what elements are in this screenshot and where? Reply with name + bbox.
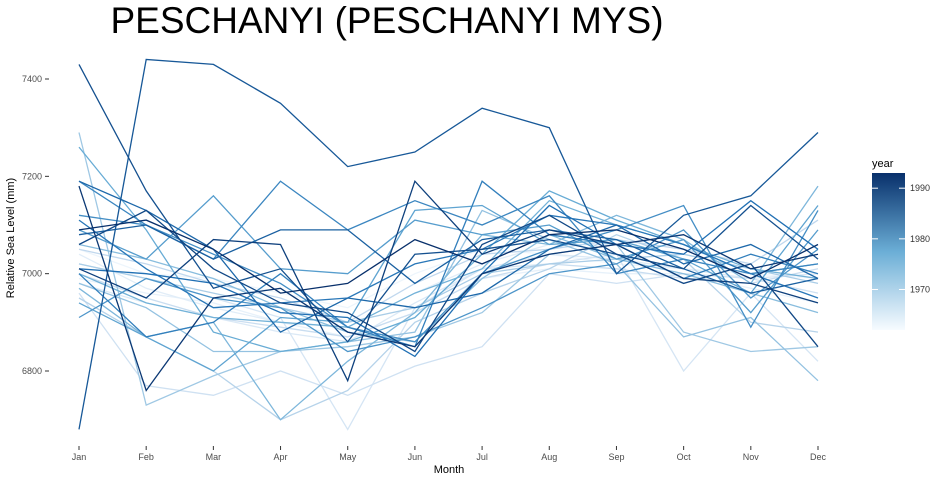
series-line-1983: [78, 180, 819, 348]
legend-tick-label: 1970: [910, 284, 930, 294]
x-tick-label: Aug: [541, 452, 557, 462]
x-tick-label: Jul: [476, 452, 488, 462]
series-line-1993: [78, 219, 819, 294]
x-tick-label: Mar: [206, 452, 222, 462]
x-tick-label: Jan: [72, 452, 87, 462]
series-line-1971: [78, 253, 819, 323]
legend-title: year: [872, 158, 894, 170]
series-line-1986: [78, 180, 819, 333]
series-line-1980: [78, 229, 819, 353]
plot-lines: [78, 58, 819, 431]
y-tick-label: 7200: [22, 171, 42, 181]
x-axis-label: Month: [434, 464, 465, 476]
x-tick-label: May: [339, 452, 357, 462]
y-axis-label: Relative Sea Level (mm): [5, 178, 17, 298]
legend-tick-label: 1980: [910, 234, 930, 244]
series-line-1975: [78, 185, 819, 421]
x-tick-label: Sep: [608, 452, 624, 462]
series-line-1967: [78, 273, 819, 396]
y-tick-label: 7400: [22, 74, 42, 84]
series-line-1992: [78, 185, 819, 392]
y-tick-label: 6800: [22, 366, 42, 376]
series-line-1990: [78, 209, 819, 353]
legend-ticks: 1970 1980 1990: [872, 183, 930, 294]
series-line-1978: [78, 204, 819, 372]
y-tick-label: 7000: [22, 269, 42, 279]
x-tick-label: Feb: [138, 452, 154, 462]
x-tick-label: Apr: [274, 452, 288, 462]
series-line-1984: [78, 214, 819, 309]
series-line-1972: [78, 132, 819, 407]
series-line-1979: [78, 194, 819, 314]
y-axis: 6800 7000 7200 7400: [22, 74, 49, 376]
x-tick-label: Nov: [743, 452, 760, 462]
series-line-1987: [78, 224, 819, 294]
legend: year 1970 1980 1990: [872, 158, 930, 330]
series-line-1991: [78, 179, 819, 383]
legend-colorbar: [872, 173, 905, 330]
series-line-1988: [78, 58, 819, 430]
x-tick-label: Oct: [677, 452, 692, 462]
x-axis: Jan Feb Mar Apr May Jun Jul Aug Sep Oct Nov Dec: [72, 446, 827, 462]
x-tick-label: Dec: [810, 452, 827, 462]
legend-tick-label: 1990: [910, 183, 930, 193]
x-tick-label: Jun: [408, 452, 423, 462]
chart-title: PESCHANYI (PESCHANYI MYS): [110, 0, 663, 41]
series-line-1985: [78, 199, 819, 358]
series-line-1973: [78, 209, 819, 382]
